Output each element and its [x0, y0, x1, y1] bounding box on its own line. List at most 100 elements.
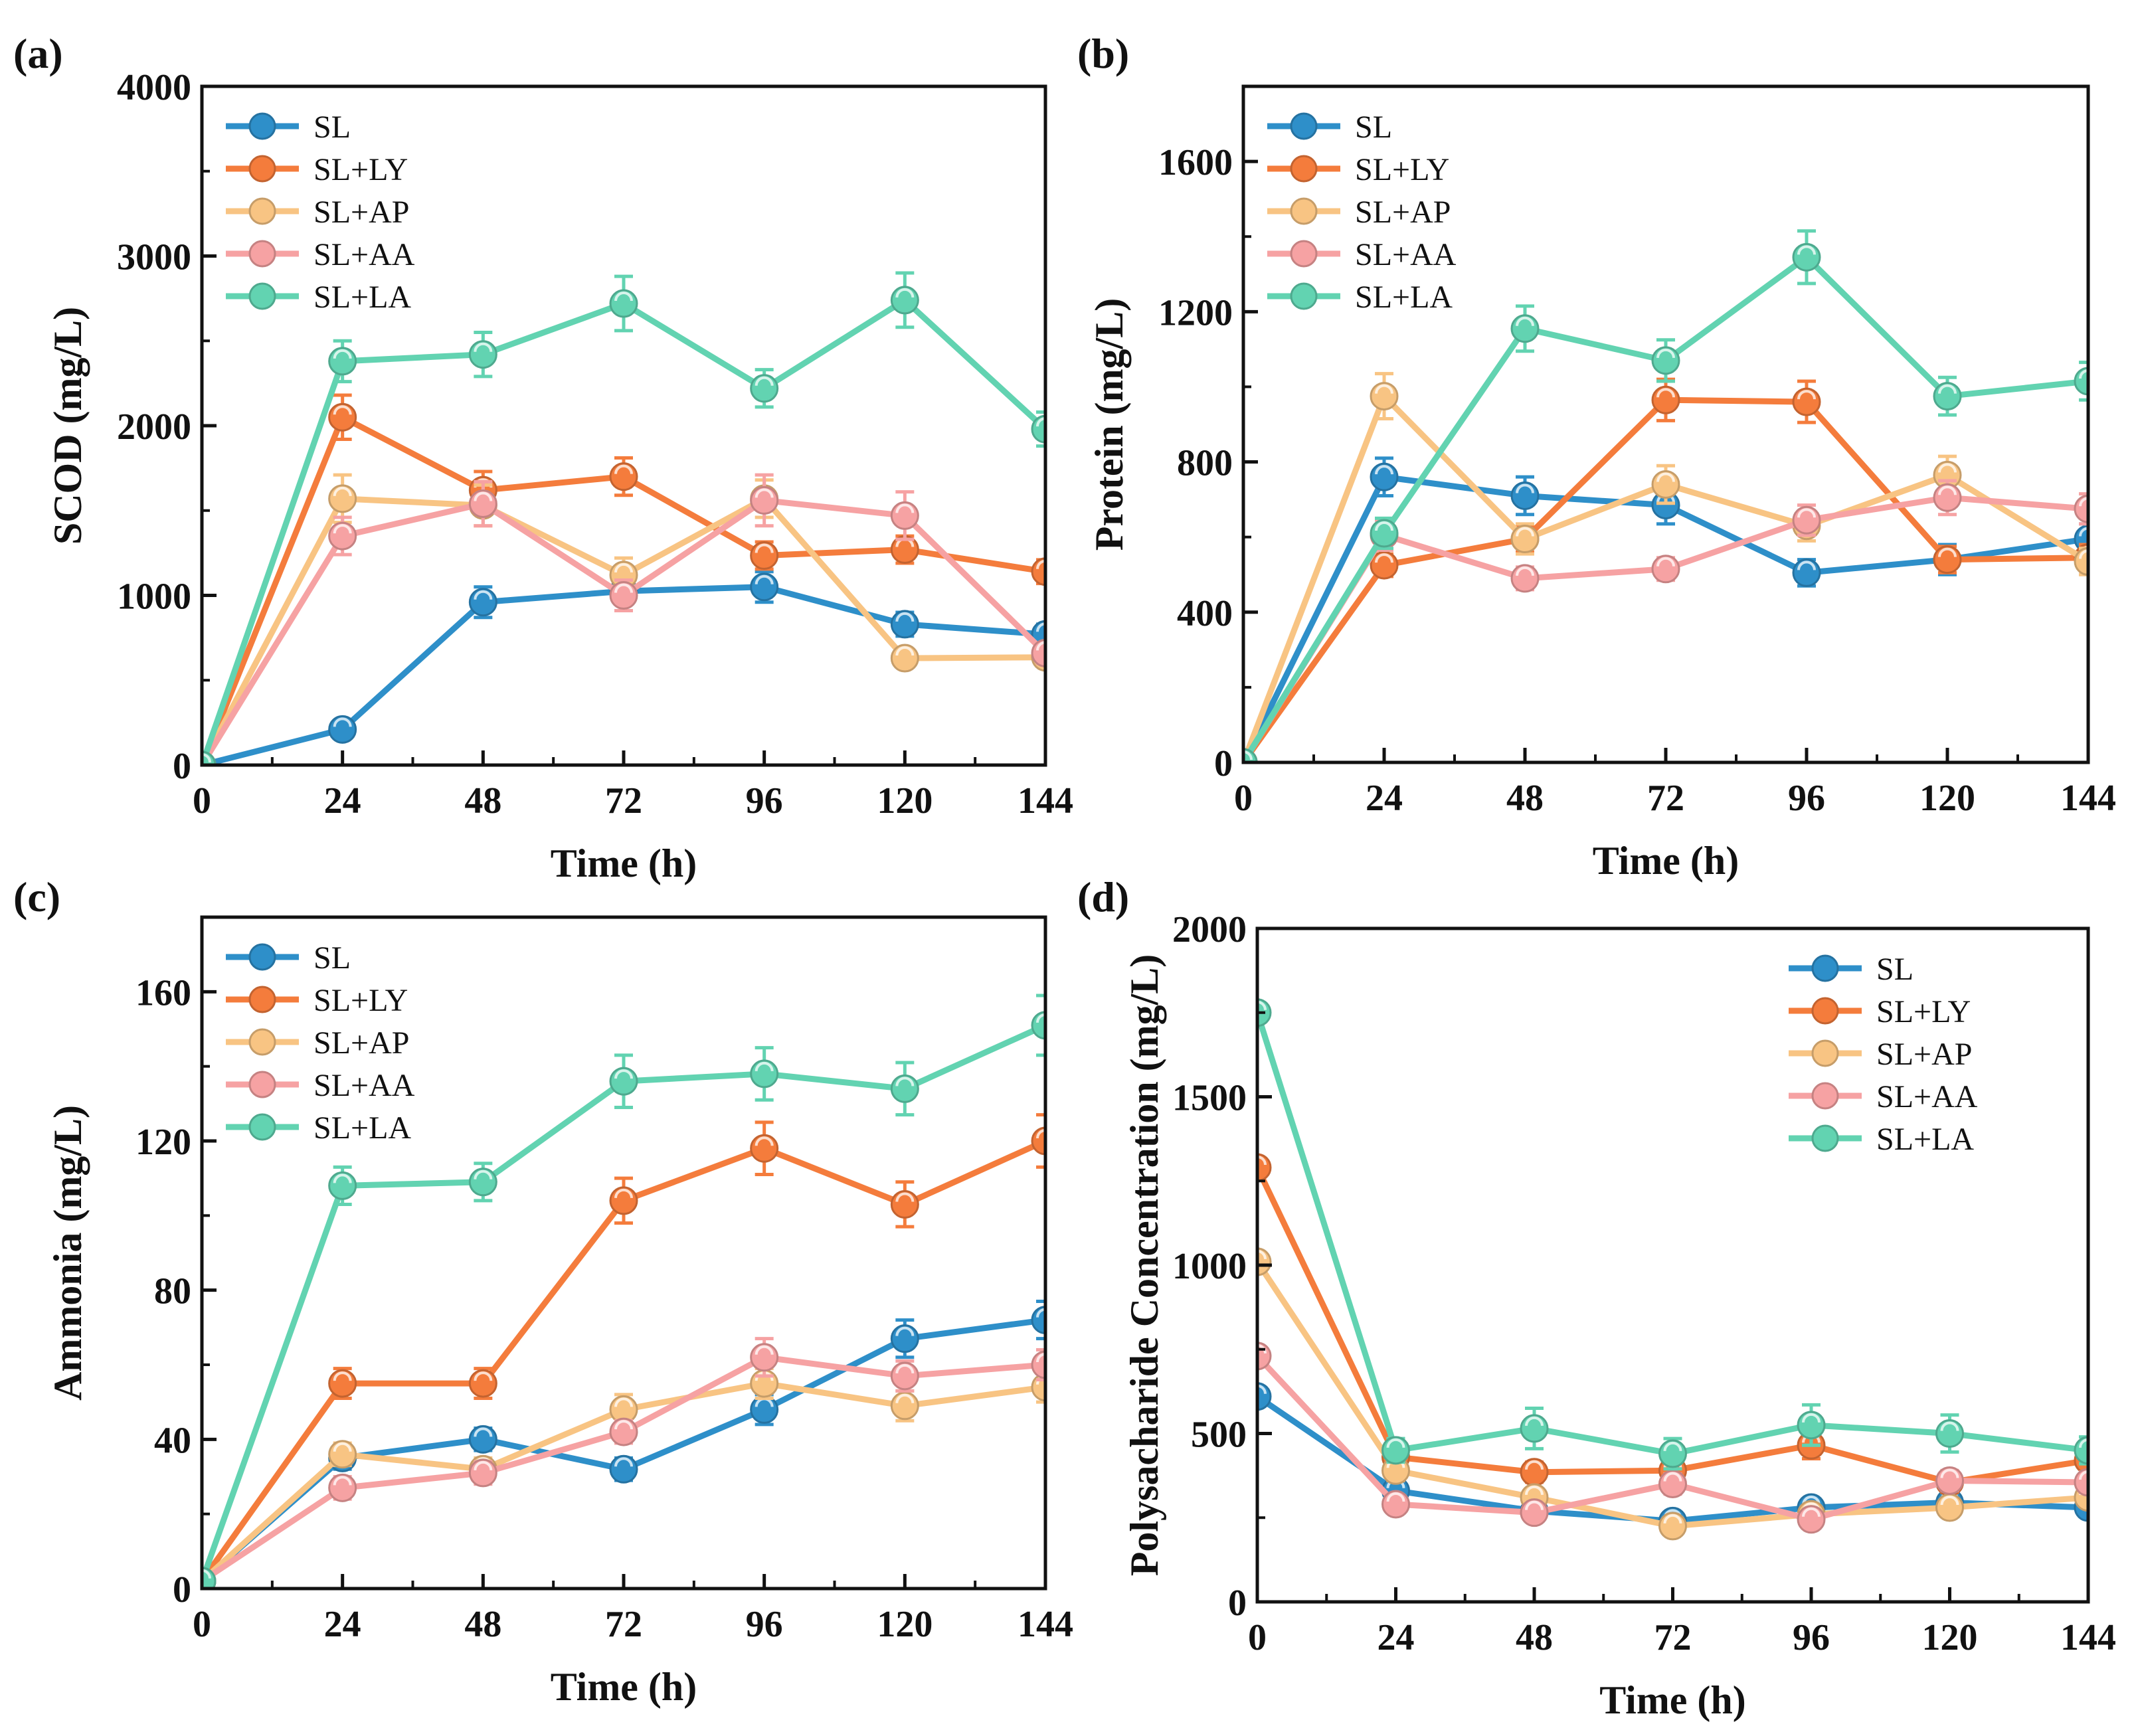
- x-tick-label: 24: [1366, 778, 1403, 819]
- panel-label: (d): [1077, 873, 1129, 920]
- y-tick-label: 40: [154, 1420, 191, 1461]
- series-group: [202, 994, 1045, 1589]
- point-highlight: [1797, 245, 1816, 255]
- point-highlight: [895, 503, 915, 513]
- data-point: [2074, 494, 2088, 523]
- point-highlight: [614, 1420, 633, 1430]
- y-tick-label: 1500: [1172, 1078, 1247, 1119]
- x-tick-label: 72: [1647, 778, 1684, 819]
- x-tick-label: 96: [746, 780, 783, 822]
- y-tick-label: 120: [135, 1122, 191, 1163]
- x-tick-label: 120: [877, 780, 933, 822]
- data-point: [1031, 638, 1045, 667]
- data-point: [1031, 557, 1045, 586]
- point-highlight: [614, 563, 633, 573]
- x-tick-label: 96: [1788, 778, 1825, 819]
- x-tick-label: 144: [2060, 1617, 2116, 1658]
- point-highlight: [1938, 485, 1957, 495]
- point-highlight: [1938, 384, 1957, 394]
- point-highlight: [755, 574, 774, 584]
- legend-marker: [248, 112, 276, 140]
- legend-marker: [1290, 282, 1318, 310]
- x-tick-label: 72: [605, 780, 642, 822]
- x-tick-label: 120: [1919, 778, 1975, 819]
- legend-label: SL+LA: [1876, 1122, 1974, 1157]
- y-tick-label: 1000: [1172, 1246, 1247, 1287]
- point-highlight: [1525, 1485, 1544, 1496]
- point-highlight: [1036, 417, 1045, 427]
- panel-label: (a): [13, 30, 63, 77]
- point-highlight: [895, 1326, 915, 1336]
- point-highlight: [1802, 1496, 1821, 1506]
- y-tick-label: 500: [1191, 1415, 1247, 1456]
- point-highlight: [1375, 384, 1393, 394]
- legend-marker: [248, 1071, 276, 1098]
- point-highlight: [614, 1397, 633, 1407]
- legend-label: SL+AP: [1355, 195, 1451, 230]
- point-highlight: [2079, 369, 2088, 379]
- point-highlight: [1940, 1496, 1959, 1506]
- point-highlight: [1663, 1441, 1682, 1452]
- point-highlight: [1802, 1507, 1821, 1517]
- point-highlight: [333, 349, 352, 359]
- point-highlight: [1036, 1013, 1045, 1023]
- y-tick-label: 80: [154, 1271, 191, 1312]
- legend-marker: [248, 155, 276, 183]
- point-highlight: [614, 1188, 633, 1199]
- point-highlight: [2079, 1438, 2088, 1448]
- point-highlight: [1940, 1421, 1959, 1431]
- x-axis-title: Time (h): [1599, 1678, 1746, 1722]
- x-tick-label: 144: [2060, 778, 2116, 819]
- legend: SL SL+LY SL+AP SL+AA SL+LA: [226, 110, 415, 315]
- point-highlight: [1257, 1000, 1267, 1010]
- point-highlight: [1516, 527, 1534, 537]
- point-highlight: [333, 405, 352, 415]
- point-highlight: [614, 1457, 633, 1467]
- point-highlight: [755, 376, 774, 386]
- legend-label: SL+LA: [1355, 280, 1453, 315]
- chart-panel-d: (d) 0 24 48 72 96 120 144 0 500 1000 1500 2000 Time (…: [1077, 873, 2116, 1722]
- point-highlight: [1663, 1472, 1682, 1482]
- y-tick-label: 160: [135, 972, 191, 1013]
- y-tick-label: 2000: [117, 406, 191, 448]
- data-point: [1031, 1306, 1045, 1335]
- point-highlight: [1375, 553, 1393, 563]
- data-point: [1031, 1011, 1045, 1040]
- point-highlight: [2079, 549, 2088, 559]
- y-axis-title: Ammonia (mg/L): [46, 1105, 90, 1401]
- chart-panel-b: (b) 0 24 48 72 96 120 144 0 400 800 1200 1600 Time (h…: [1077, 30, 2116, 883]
- plot-frame: [200, 84, 1047, 767]
- point-highlight: [614, 292, 633, 302]
- point-highlight: [1525, 1500, 1544, 1510]
- legend-marker: [248, 197, 276, 225]
- data-point: [2074, 367, 2088, 396]
- point-highlight: [1525, 1460, 1544, 1470]
- legend-label: SL+AP: [313, 1025, 409, 1061]
- point-highlight: [1036, 641, 1045, 651]
- point-highlight: [1257, 1384, 1267, 1394]
- point-highlight: [333, 1371, 352, 1381]
- point-highlight: [202, 1569, 211, 1579]
- data-point: [1031, 1126, 1045, 1156]
- point-highlight: [474, 1170, 493, 1179]
- legend-marker: [1290, 155, 1318, 183]
- y-tick-label: 800: [1177, 443, 1233, 484]
- point-highlight: [1656, 348, 1675, 359]
- legend-label: SL+AA: [313, 1068, 415, 1103]
- point-highlight: [895, 1363, 915, 1374]
- legend-label: SL+AP: [1876, 1037, 1972, 1072]
- point-highlight: [1036, 1375, 1045, 1385]
- data-point: [2074, 1468, 2088, 1497]
- point-highlight: [1257, 1155, 1267, 1166]
- point-highlight: [755, 1345, 774, 1355]
- point-highlight: [895, 646, 915, 656]
- data-point: [1257, 1247, 1272, 1276]
- legend-label: SL+AA: [1876, 1079, 1978, 1114]
- series-group: [1257, 998, 2088, 1541]
- legend: SL SL+LY SL+AP SL+AA SL+LA: [1789, 952, 1978, 1157]
- legend-label: SL: [1355, 110, 1392, 145]
- y-tick-label: 0: [173, 1569, 191, 1610]
- data-point: [2074, 547, 2088, 576]
- x-tick-label: 24: [1378, 1617, 1415, 1658]
- point-highlight: [2079, 1470, 2088, 1480]
